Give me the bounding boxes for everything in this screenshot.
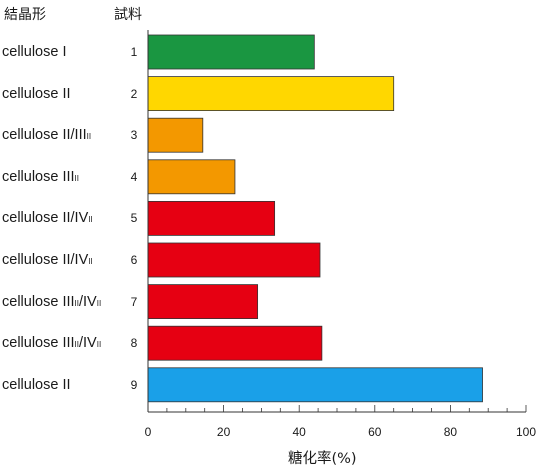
sample-number-7: 7 [130,294,138,309]
bar-sample-7 [147,284,259,320]
form-subscript: II [86,132,92,142]
form-name: cellulose II/IV [2,252,89,268]
row-label-1: cellulose I [2,43,66,61]
bars-group [147,34,483,403]
row-label-8: cellulose IIIII/IVII [2,334,101,354]
sample-number-8: 8 [130,336,138,351]
form-subscript: II [74,173,79,183]
x-tick-label: 0 [144,425,152,439]
x-tick-label: 20 [216,425,231,439]
x-tick-label: 40 [292,425,306,439]
row-label-9: cellulose II [2,376,71,394]
form-subscript: II [88,215,93,225]
form-tail: /IVII [79,335,102,352]
sample-number-1: 1 [130,45,138,59]
header-crystal-form: 結晶形 [4,7,46,23]
form-name: cellulose II [2,85,71,102]
form-name: cellulose III [2,335,75,352]
form-name: cellulose I [2,44,67,60]
form-subscript: II [74,340,79,350]
bar-sample-5 [147,200,276,236]
x-axis [147,30,527,413]
header-sample: 試料 [114,7,142,23]
sample-number-2: 2 [130,86,138,101]
form-name: cellulose II/III [2,127,87,144]
bar-sample-6 [147,242,321,278]
x-axis-label: 糖化率(%) [288,451,357,467]
x-tick-label: 60 [368,425,382,439]
form-name: cellulose II/IV [2,210,89,227]
x-tick-label: 80 [443,425,458,439]
form-subscript: II [74,298,79,308]
sample-number-6: 6 [130,253,138,267]
bar-sample-9 [147,367,483,403]
row-label-7: cellulose IIIII/IVII [2,293,101,313]
row-label-6: cellulose II/IVII [2,251,93,271]
bar-sample-2 [147,76,395,111]
form-tail: /IVII [79,293,102,310]
row-label-2: cellulose II [2,85,71,103]
row-label-5: cellulose II/IVII [2,209,93,229]
bar-sample-3 [147,117,204,153]
sample-number-3: 3 [130,128,138,143]
form-name: cellulose III [2,293,75,310]
x-tick-label: 100 [515,425,537,439]
row-label-3: cellulose II/IIIII [2,126,91,146]
bar-sample-8 [147,325,323,361]
row-label-4: cellulose IIIII [2,168,79,188]
sample-number-5: 5 [130,211,138,226]
form-name: cellulose III [2,168,75,185]
form-subscript: II [88,257,93,266]
sample-number-9: 9 [130,377,138,392]
form-name: cellulose II [2,376,71,393]
bar-sample-1 [147,34,315,70]
bar-sample-4 [147,159,236,195]
sample-number-4: 4 [130,169,138,184]
